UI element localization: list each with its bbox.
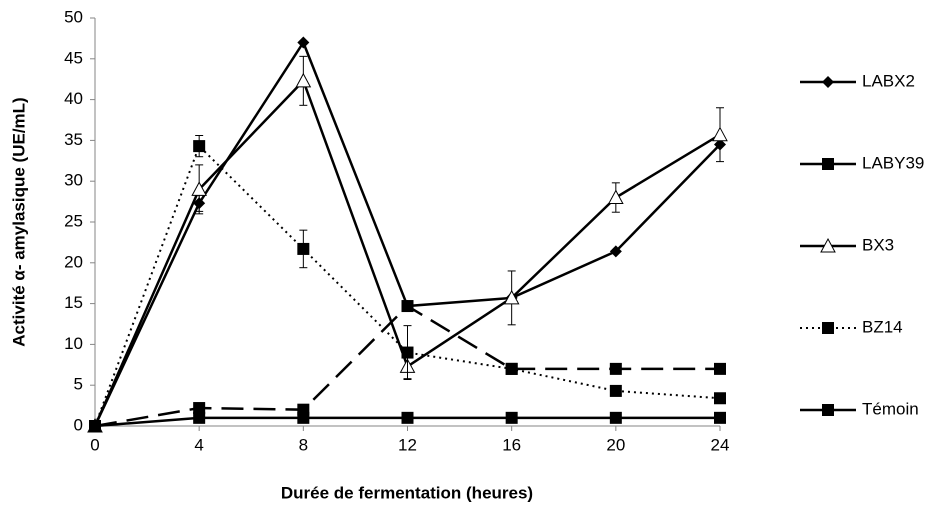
x-tick-label: 16	[502, 435, 521, 454]
legend-marker	[822, 76, 834, 88]
data-point	[503, 289, 520, 305]
y-tick-label: 0	[74, 415, 83, 434]
legend-label: Témoin	[862, 399, 919, 418]
series-line	[94, 144, 721, 427]
y-tick-label: 30	[64, 171, 83, 190]
legend-marker	[820, 237, 836, 253]
x-tick-label: 24	[711, 435, 730, 454]
data-point	[714, 362, 726, 375]
legend-label: BZ14	[862, 317, 903, 336]
data-point	[714, 411, 726, 424]
data-point	[609, 384, 622, 397]
y-tick-label: 10	[64, 334, 83, 353]
data-point	[295, 72, 312, 88]
data-point	[297, 242, 310, 255]
y-tick-label: 40	[64, 89, 83, 108]
y-tick-label: 20	[64, 252, 83, 271]
x-axis-title: Durée de fermentation (heures)	[281, 483, 533, 502]
data-point	[714, 392, 726, 405]
x-tick-label: 0	[90, 435, 99, 454]
data-point	[401, 346, 414, 359]
data-point	[401, 300, 414, 313]
legend-marker	[822, 158, 834, 170]
y-tick-label: 5	[74, 375, 83, 394]
y-tick-label: 45	[64, 48, 83, 67]
data-point	[609, 362, 622, 375]
y-tick-label: 50	[64, 7, 83, 26]
data-point	[401, 411, 414, 424]
data-point	[505, 362, 518, 375]
data-point	[193, 402, 206, 415]
legend-label: LABY39	[862, 153, 924, 172]
data-point	[193, 411, 206, 424]
data-point	[297, 36, 310, 49]
x-tick-label: 8	[299, 435, 308, 454]
y-tick-label: 25	[64, 211, 83, 230]
legend-marker	[822, 404, 834, 416]
data-point	[191, 181, 208, 196]
data-point	[607, 189, 624, 205]
data-point	[609, 245, 622, 258]
x-tick-label: 20	[606, 435, 625, 454]
y-tick-label: 15	[64, 293, 83, 312]
legend-label: LABX2	[862, 71, 915, 90]
legend-label: BX3	[862, 235, 894, 254]
x-tick-label: 4	[194, 435, 203, 454]
data-point	[505, 411, 518, 424]
y-tick-label: 35	[64, 130, 83, 149]
legend-marker	[822, 322, 834, 334]
data-point	[712, 126, 728, 142]
x-tick-label: 12	[398, 435, 417, 454]
data-point	[297, 411, 310, 424]
y-axis-title: Activité α- amylasique (UE/mL)	[9, 97, 28, 346]
data-point	[89, 420, 101, 432]
data-point	[609, 411, 622, 424]
data-point	[193, 140, 206, 153]
